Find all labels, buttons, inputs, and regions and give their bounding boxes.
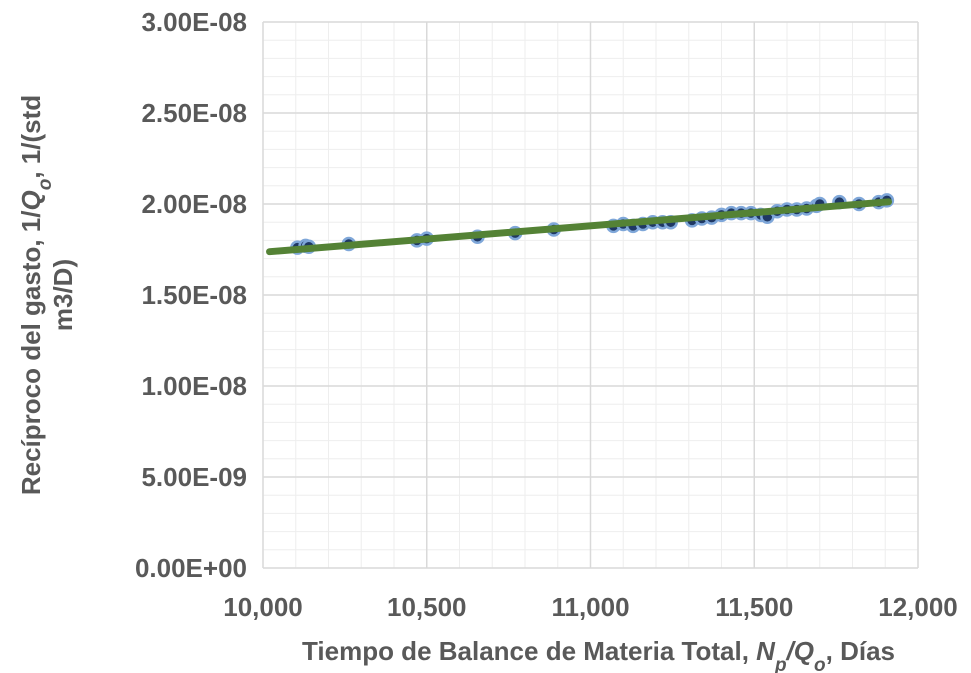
x-axis-title: Tiempo de Balance de Materia Total, Np/Q… — [302, 636, 895, 673]
major-grid — [262, 21, 919, 569]
y-axis-tick-labels: 0.00E+00 5.00E-09 1.00E-08 1.50E-08 2.00E-08… — [135, 7, 247, 583]
trendline-layer — [266, 198, 893, 256]
y-tick-label: 3.00E-08 — [141, 7, 247, 37]
x-tick-label: 10,500 — [387, 592, 467, 622]
trendline — [266, 198, 893, 256]
y-tick-label: 1.00E-08 — [141, 371, 247, 401]
y-tick-label: 2.50E-08 — [141, 98, 247, 128]
y-tick-label: 1.50E-08 — [141, 280, 247, 310]
y-axis-title: Recíproco del gasto, 1/Qo, 1/(stdm3/D) — [16, 95, 78, 495]
x-tick-label: 10,000 — [223, 592, 303, 622]
y-tick-label: 5.00E-09 — [141, 462, 247, 492]
x-tick-label: 11,500 — [715, 592, 793, 622]
y-tick-label: 0.00E+00 — [135, 553, 247, 583]
x-axis-tick-labels: 10,000 10,500 11,000 11,500 12,000 — [223, 592, 958, 622]
x-tick-label: 11,000 — [551, 592, 629, 622]
x-tick-label: 12,000 — [878, 592, 958, 622]
y-tick-label: 2.00E-08 — [141, 189, 247, 219]
